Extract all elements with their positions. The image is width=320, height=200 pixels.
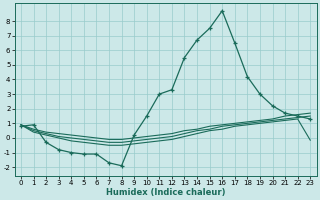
X-axis label: Humidex (Indice chaleur): Humidex (Indice chaleur) bbox=[106, 188, 225, 197]
